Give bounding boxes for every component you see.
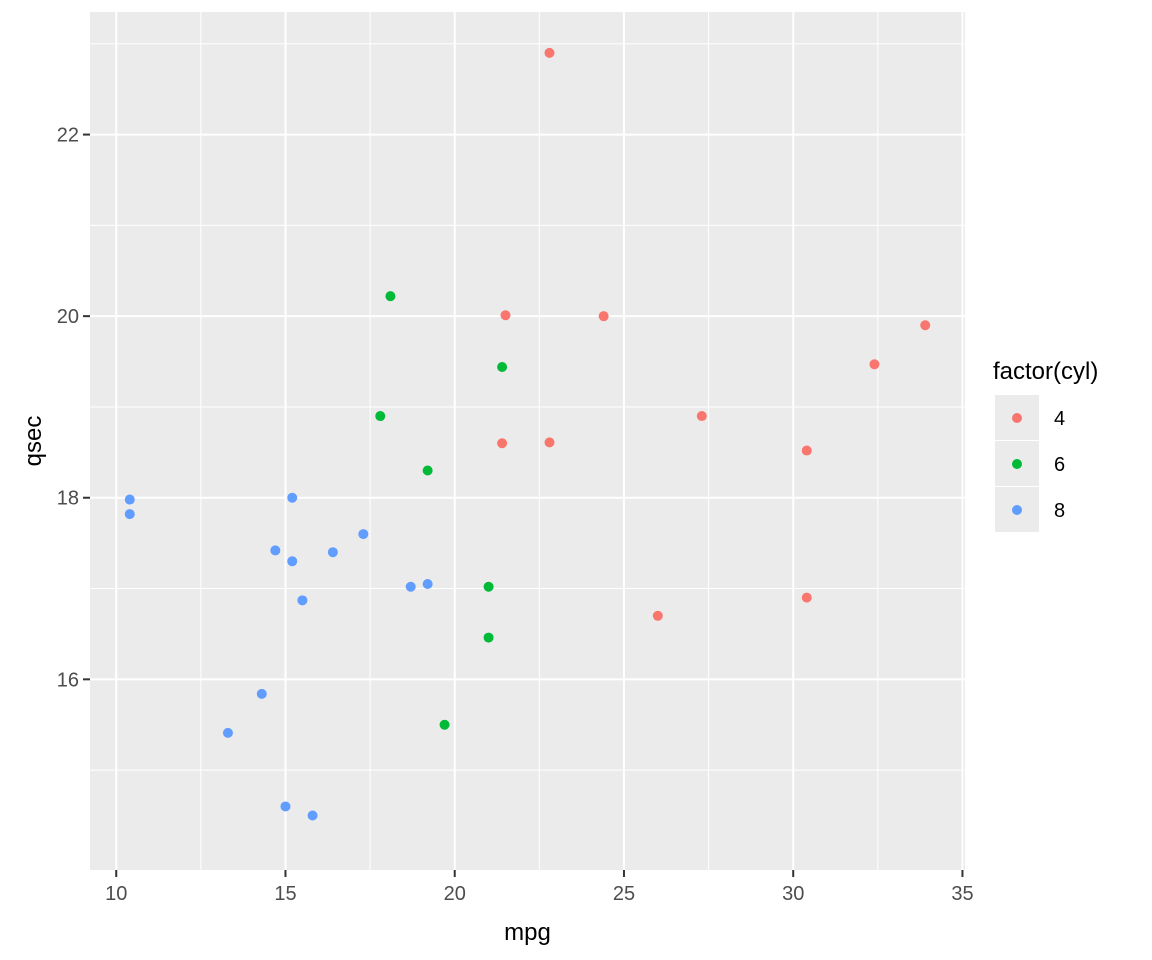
legend-label-cyl-6: 6 [1054, 454, 1065, 476]
x-tick-label: 25 [613, 883, 635, 905]
x-tick-label: 35 [951, 883, 973, 905]
data-point-cyl-8 [256, 688, 267, 699]
plot-panel [90, 12, 965, 870]
data-point-cyl-6 [497, 362, 508, 373]
data-point-cyl-8 [124, 494, 135, 505]
data-point-cyl-6 [439, 719, 450, 730]
data-point-cyl-8 [270, 545, 281, 556]
x-axis-title: mpg [504, 919, 551, 946]
data-point-cyl-6 [422, 465, 433, 476]
x-tick-label: 15 [274, 883, 296, 905]
data-point-cyl-4 [869, 359, 880, 370]
data-point-cyl-8 [297, 595, 308, 606]
data-point-cyl-8 [222, 727, 233, 738]
data-point-cyl-4 [696, 411, 707, 422]
panel-background [90, 12, 965, 870]
data-point-cyl-8 [280, 801, 291, 812]
data-point-cyl-4 [497, 438, 508, 449]
data-point-cyl-8 [307, 810, 318, 821]
legend-title: factor(cyl) [993, 358, 1098, 385]
data-point-cyl-8 [124, 509, 135, 520]
y-axis-title: qsec [20, 416, 47, 467]
y-tick-label: 22 [57, 125, 79, 147]
x-tick-label: 10 [105, 883, 127, 905]
data-point-cyl-4 [801, 445, 812, 456]
data-point-cyl-6 [385, 291, 396, 302]
data-point-cyl-4 [544, 47, 555, 58]
legend: factor(cyl) 4 6 8 [993, 358, 1098, 532]
legend-key-cyl-4 [1012, 413, 1022, 423]
data-point-cyl-4 [652, 610, 663, 621]
data-point-cyl-8 [287, 556, 298, 567]
data-point-cyl-8 [327, 547, 338, 558]
data-point-cyl-4 [598, 311, 609, 322]
x-tick-label: 20 [444, 883, 466, 905]
grid-lines [90, 12, 965, 870]
legend-label-cyl-4: 4 [1054, 408, 1065, 430]
y-tick-label: 16 [57, 669, 79, 691]
legend-label-cyl-8: 8 [1054, 500, 1065, 522]
data-point-cyl-6 [375, 411, 386, 422]
data-point-cyl-8 [287, 492, 298, 503]
data-point-cyl-4 [920, 320, 931, 331]
data-point-cyl-6 [483, 632, 494, 643]
data-point-cyl-4 [500, 310, 511, 321]
axes: 10 15 20 25 30 35 16 18 20 22 [57, 125, 974, 905]
y-tick-label: 18 [57, 488, 79, 510]
data-point-cyl-4 [801, 592, 812, 603]
data-point-cyl-8 [422, 579, 433, 589]
data-points [124, 47, 931, 821]
legend-key-cyl-6 [1012, 459, 1022, 469]
data-point-cyl-8 [358, 529, 369, 540]
data-point-cyl-8 [405, 581, 416, 592]
data-point-cyl-6 [483, 581, 494, 592]
x-tick-label: 30 [782, 883, 804, 905]
legend-key-cyl-8 [1012, 505, 1022, 515]
data-point-cyl-4 [544, 437, 555, 448]
y-tick-label: 20 [57, 306, 79, 328]
